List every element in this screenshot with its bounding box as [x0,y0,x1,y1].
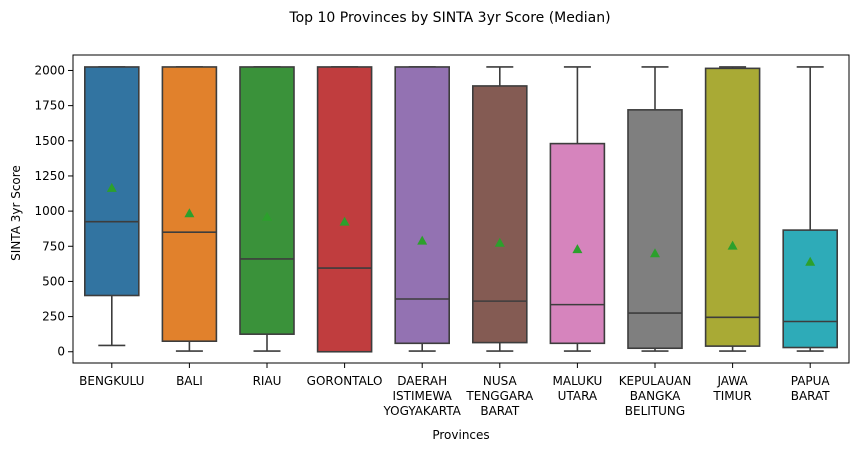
x-tick-label: GORONTALO [307,374,383,388]
y-tick-label: 250 [42,310,65,324]
box-iqr [782,229,839,349]
x-axis: BENGKULU BALI RIAU GORONTALO DAERAH ISTIMEWA Y… [79,363,830,418]
mean-marker [417,235,428,245]
x-tick-label-line: NUSA [483,374,518,388]
x-tick-label-line: YOGYAKARTA [383,404,462,418]
box-iqr [549,142,606,345]
box-group [704,66,761,352]
x-tick-label-line: ISTIMEWA [393,389,453,403]
mean-marker [339,216,350,226]
box-group [782,66,839,352]
box-group [549,66,606,352]
x-tick-label: BALI [176,374,203,388]
y-tick-label: 1250 [34,169,65,183]
box-iqr [471,85,528,344]
x-tick-label: BENGKULU [79,374,144,388]
x-tick-label-line: TIMUR [712,389,751,403]
box-group [394,66,451,352]
box-iqr [394,66,451,345]
x-tick-label-line: BARAT [480,404,520,418]
mean-marker [494,237,505,247]
box-group [161,66,218,352]
mean-marker [106,182,117,192]
mean-marker [650,248,660,258]
x-tick-label-line: BALI [176,374,203,388]
box-iqr [627,109,683,350]
box-iqr [84,66,140,297]
y-tick-label: 0 [57,345,65,359]
x-tick-label-line: TENGGARA [465,389,534,403]
y-tick-label: 2000 [34,63,65,77]
x-tick-label-line: BELITUNG [625,404,685,418]
mean-marker [262,211,272,221]
x-tick-label: KEPULAUAN BANGKA BELITUNG [619,374,692,418]
box-iqr [161,66,218,343]
box-group [316,66,373,353]
x-tick-label-line: BARAT [791,389,831,403]
x-tick-label-line: JAWA [716,374,748,388]
y-tick-label: 500 [42,274,65,288]
x-tick-label-line: RIAU [253,374,282,388]
mean-marker [184,208,195,218]
y-tick-label: 750 [42,239,65,253]
x-tick-label-line: GORONTALO [307,374,383,388]
box-group [627,66,683,352]
x-tick-label: RIAU [253,374,282,388]
y-tick-label: 1750 [34,99,65,113]
x-tick-label-line: BENGKULU [79,374,144,388]
mean-marker [805,256,816,266]
x-axis-label: Provinces [432,428,489,442]
x-tick-label: MALUKU UTARA [553,374,603,403]
x-tick-label-line: KEPULAUAN [619,374,692,388]
x-tick-label: DAERAH ISTIMEWA YOGYAKARTA [383,374,462,418]
x-tick-label-line: BANGKA [630,389,681,403]
mean-marker [727,240,738,250]
x-tick-label-line: UTARA [558,389,598,403]
x-tick-label-line: PAPUA [791,374,831,388]
x-tick-label-line: DAERAH [397,374,447,388]
plot-frame [72,54,850,364]
y-tick-label: 1500 [34,134,65,148]
y-axis: 0 250 500 750 1000 1250 1500 1750 2000 [34,63,73,359]
box-group [84,66,140,347]
box-group [239,66,295,352]
box-iqr [704,67,761,347]
box-iqr [316,66,373,353]
y-tick-label: 1000 [34,204,65,218]
x-tick-label-line: MALUKU [553,374,603,388]
mean-marker [572,244,583,254]
x-tick-label: NUSA TENGGARA BARAT [465,374,534,418]
x-tick-label: PAPUA BARAT [791,374,831,403]
y-axis-label: SINTA 3yr Score [9,165,23,261]
chart-title: Top 10 Provinces by SINTA 3yr Score (Med… [288,10,610,26]
box-group [471,66,528,352]
plot-area [72,54,850,364]
box-iqr [239,66,295,335]
x-tick-label: JAWA TIMUR [712,374,751,403]
